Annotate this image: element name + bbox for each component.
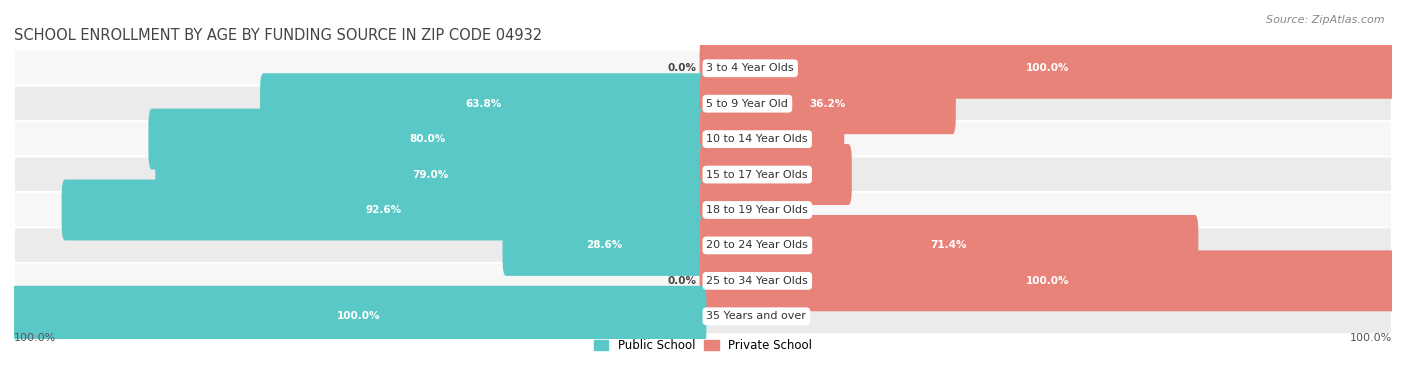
Text: 7.4%: 7.4% [761,205,790,215]
Text: 92.6%: 92.6% [366,205,402,215]
FancyBboxPatch shape [700,250,1395,311]
Text: 63.8%: 63.8% [465,99,502,109]
FancyBboxPatch shape [149,109,706,170]
Text: Source: ZipAtlas.com: Source: ZipAtlas.com [1267,15,1385,25]
Text: 36.2%: 36.2% [810,99,846,109]
FancyBboxPatch shape [700,144,852,205]
Legend: Public School, Private School: Public School, Private School [589,334,817,357]
FancyBboxPatch shape [14,192,1392,228]
FancyBboxPatch shape [14,227,1392,264]
Text: SCHOOL ENROLLMENT BY AGE BY FUNDING SOURCE IN ZIP CODE 04932: SCHOOL ENROLLMENT BY AGE BY FUNDING SOUR… [14,28,543,43]
Text: 20.0%: 20.0% [754,134,790,144]
Text: 18 to 19 Year Olds: 18 to 19 Year Olds [706,205,808,215]
Text: 100.0%: 100.0% [14,333,56,343]
FancyBboxPatch shape [14,50,1392,86]
Text: 10 to 14 Year Olds: 10 to 14 Year Olds [706,134,808,144]
Text: 100.0%: 100.0% [337,311,380,321]
Text: 3 to 4 Year Olds: 3 to 4 Year Olds [706,63,794,73]
Text: 79.0%: 79.0% [413,170,449,179]
Text: 100.0%: 100.0% [1026,276,1069,286]
Text: 25 to 34 Year Olds: 25 to 34 Year Olds [706,276,808,286]
Text: 100.0%: 100.0% [1350,333,1392,343]
FancyBboxPatch shape [502,215,706,276]
Text: 80.0%: 80.0% [409,134,446,144]
Text: 71.4%: 71.4% [931,241,967,250]
FancyBboxPatch shape [700,179,758,241]
FancyBboxPatch shape [62,179,706,241]
Text: 0.0%: 0.0% [710,311,740,321]
Text: 0.0%: 0.0% [666,276,696,286]
FancyBboxPatch shape [14,263,1392,299]
FancyBboxPatch shape [700,215,1198,276]
FancyBboxPatch shape [14,298,1392,334]
FancyBboxPatch shape [700,73,956,134]
Text: 20 to 24 Year Olds: 20 to 24 Year Olds [706,241,808,250]
FancyBboxPatch shape [155,144,706,205]
Text: 15 to 17 Year Olds: 15 to 17 Year Olds [706,170,808,179]
FancyBboxPatch shape [14,121,1392,157]
Text: 100.0%: 100.0% [1026,63,1069,73]
FancyBboxPatch shape [14,86,1392,122]
Text: 21.1%: 21.1% [758,170,794,179]
Text: 28.6%: 28.6% [586,241,623,250]
FancyBboxPatch shape [260,73,706,134]
FancyBboxPatch shape [14,156,1392,193]
Text: 0.0%: 0.0% [666,63,696,73]
FancyBboxPatch shape [700,38,1395,99]
Text: 5 to 9 Year Old: 5 to 9 Year Old [706,99,789,109]
FancyBboxPatch shape [11,286,706,347]
Text: 35 Years and over: 35 Years and over [706,311,806,321]
FancyBboxPatch shape [700,109,844,170]
